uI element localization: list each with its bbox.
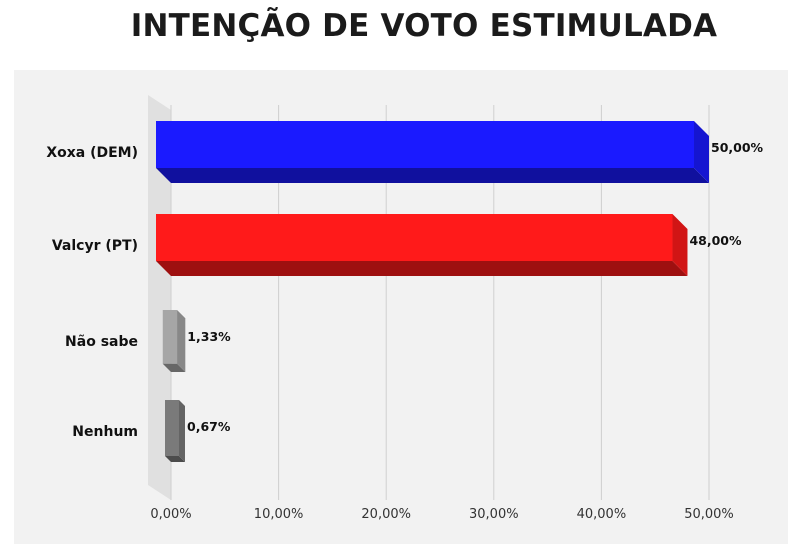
category-label: Xoxa (DEM) bbox=[46, 145, 138, 161]
bar-bottom-face bbox=[156, 168, 709, 183]
bar-side-face bbox=[177, 310, 186, 372]
x-tick-label: 10,00% bbox=[254, 507, 304, 522]
x-tick-label: 30,00% bbox=[469, 507, 519, 522]
chart-side-wall bbox=[148, 95, 171, 500]
x-tick-label: 20,00% bbox=[361, 507, 411, 522]
category-label: Valcyr (PT) bbox=[52, 238, 138, 254]
bar-bottom-face bbox=[156, 261, 688, 276]
bar bbox=[162, 310, 178, 364]
bar bbox=[165, 400, 179, 456]
data-label: 48,00% bbox=[689, 233, 742, 248]
bar bbox=[156, 214, 673, 261]
category-label: Não sabe bbox=[65, 334, 138, 350]
bar-side-face bbox=[694, 121, 709, 183]
x-tick-label: 0,00% bbox=[150, 507, 191, 522]
bar-side-face bbox=[179, 400, 185, 462]
data-label: 50,00% bbox=[711, 140, 764, 155]
x-tick-label: 50,00% bbox=[684, 507, 734, 522]
chart-title: INTENÇÃO DE VOTO ESTIMULADA bbox=[130, 8, 718, 44]
bar bbox=[156, 121, 694, 168]
data-label: 1,33% bbox=[187, 329, 231, 344]
bar-bottom-face bbox=[162, 363, 186, 372]
category-label: Nenhum bbox=[72, 424, 138, 440]
bar-side-face bbox=[672, 214, 688, 276]
x-tick-label: 40,00% bbox=[577, 507, 627, 522]
data-label: 0,67% bbox=[187, 419, 231, 434]
bar-bottom-face bbox=[165, 456, 185, 462]
